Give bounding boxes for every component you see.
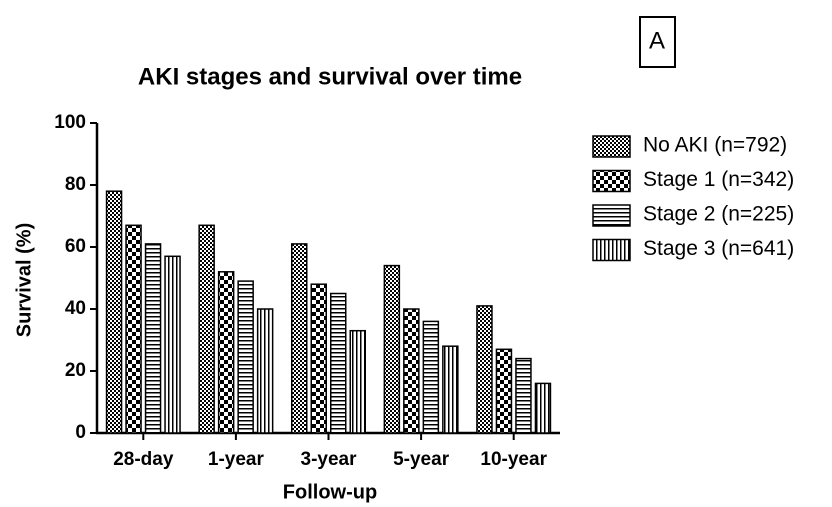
legend-label: Stage 3 (n=641): [643, 237, 794, 260]
legend-label: Stage 2 (n=225): [643, 203, 794, 226]
bar: [144, 243, 162, 434]
x-tick-label: 28-day: [113, 449, 174, 470]
bar: [256, 308, 274, 434]
y-tick-label: 100: [54, 112, 86, 133]
bar: [383, 264, 401, 434]
y-axis-label: Survival (%): [13, 223, 35, 337]
panel-label: A: [649, 27, 665, 54]
bar: [198, 224, 215, 434]
x-axis-label: Follow-up: [283, 481, 377, 503]
bar: [349, 329, 366, 434]
bar: [442, 345, 459, 434]
bar: [217, 271, 235, 434]
y-tick-label: 0: [75, 422, 86, 443]
x-tick-label: 5-year: [393, 449, 450, 470]
y-tick-label: 40: [65, 298, 86, 319]
bar: [125, 224, 142, 434]
legend-swatch: [592, 135, 631, 158]
legend-swatch: [592, 204, 631, 227]
bar: [534, 382, 552, 434]
x-tick-label: 1-year: [208, 449, 265, 470]
legend-label: Stage 1 (n=342): [643, 168, 794, 191]
y-tick-label: 60: [65, 236, 86, 257]
bar: [291, 243, 308, 434]
legend-swatch: [592, 169, 631, 193]
bar: [330, 292, 347, 434]
bar: [495, 348, 513, 434]
bar: [403, 308, 420, 434]
x-tick-label: 3-year: [301, 449, 358, 470]
chart-title: AKI stages and survival over time: [138, 63, 522, 90]
bar: [310, 283, 327, 434]
bar: [105, 190, 123, 434]
bar: [164, 255, 181, 434]
bar: [237, 280, 254, 434]
panel-box: [639, 16, 676, 68]
y-tick-label: 80: [65, 174, 86, 195]
bar: [476, 305, 493, 434]
bar: [515, 357, 532, 434]
y-tick-label: 20: [65, 360, 86, 381]
legend-swatch: [592, 238, 631, 262]
legend-label: No AKI (n=792): [643, 134, 787, 157]
x-tick-label: 10-year: [480, 449, 547, 470]
bar: [422, 320, 440, 434]
